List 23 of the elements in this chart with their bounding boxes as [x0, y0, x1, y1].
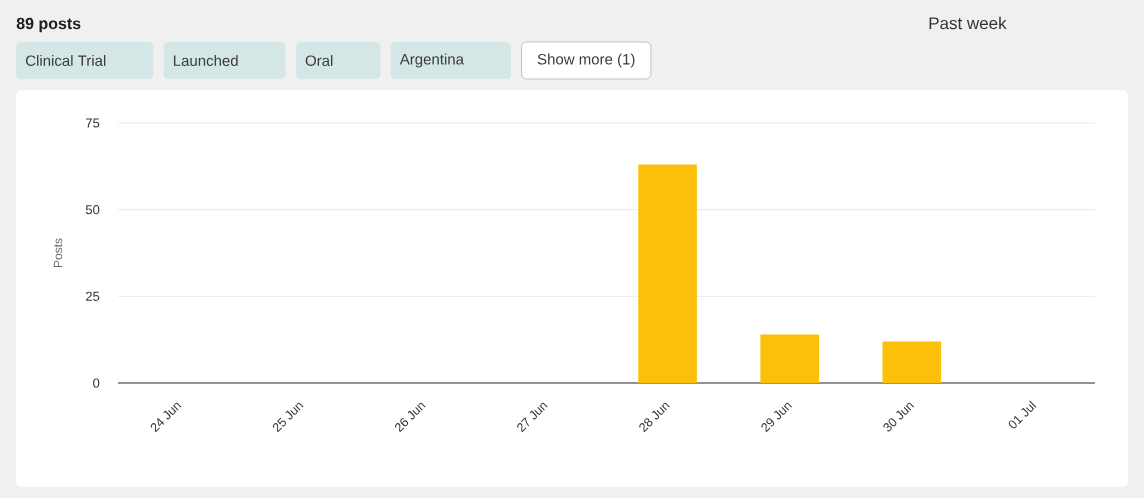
x-tick-label: 30 Jun	[883, 402, 915, 432]
bar	[760, 334, 819, 383]
text: Oral	[305, 54, 333, 66]
y-tick-label: 50	[85, 205, 100, 215]
text: Launched	[173, 54, 238, 66]
x-tick-label: 29 Jun	[761, 402, 792, 433]
text: Show more (1)	[537, 53, 635, 68]
y-tick-label: 0	[93, 378, 100, 388]
text: Clinical Trial	[25, 54, 106, 66]
chart-title: 89 posts	[16, 17, 81, 33]
x-tick-label: 27 Jun	[517, 402, 548, 433]
x-tick-label: 25 Jun	[272, 402, 304, 433]
text: Argentina	[399, 53, 464, 68]
x-tick-label: 24 Jun	[150, 402, 182, 433]
y-tick-label: 25	[86, 291, 100, 301]
text: Past week	[929, 16, 1007, 30]
x-tick-label: 01 Jul	[1008, 400, 1037, 429]
bar	[882, 341, 942, 383]
x-tick-label: 26 Jun	[395, 402, 426, 433]
x-tick-label: 28 Jun	[639, 402, 670, 433]
bar	[638, 164, 697, 383]
y-tick-label: 75	[86, 118, 100, 128]
y-axis-title: Posts	[53, 238, 63, 268]
